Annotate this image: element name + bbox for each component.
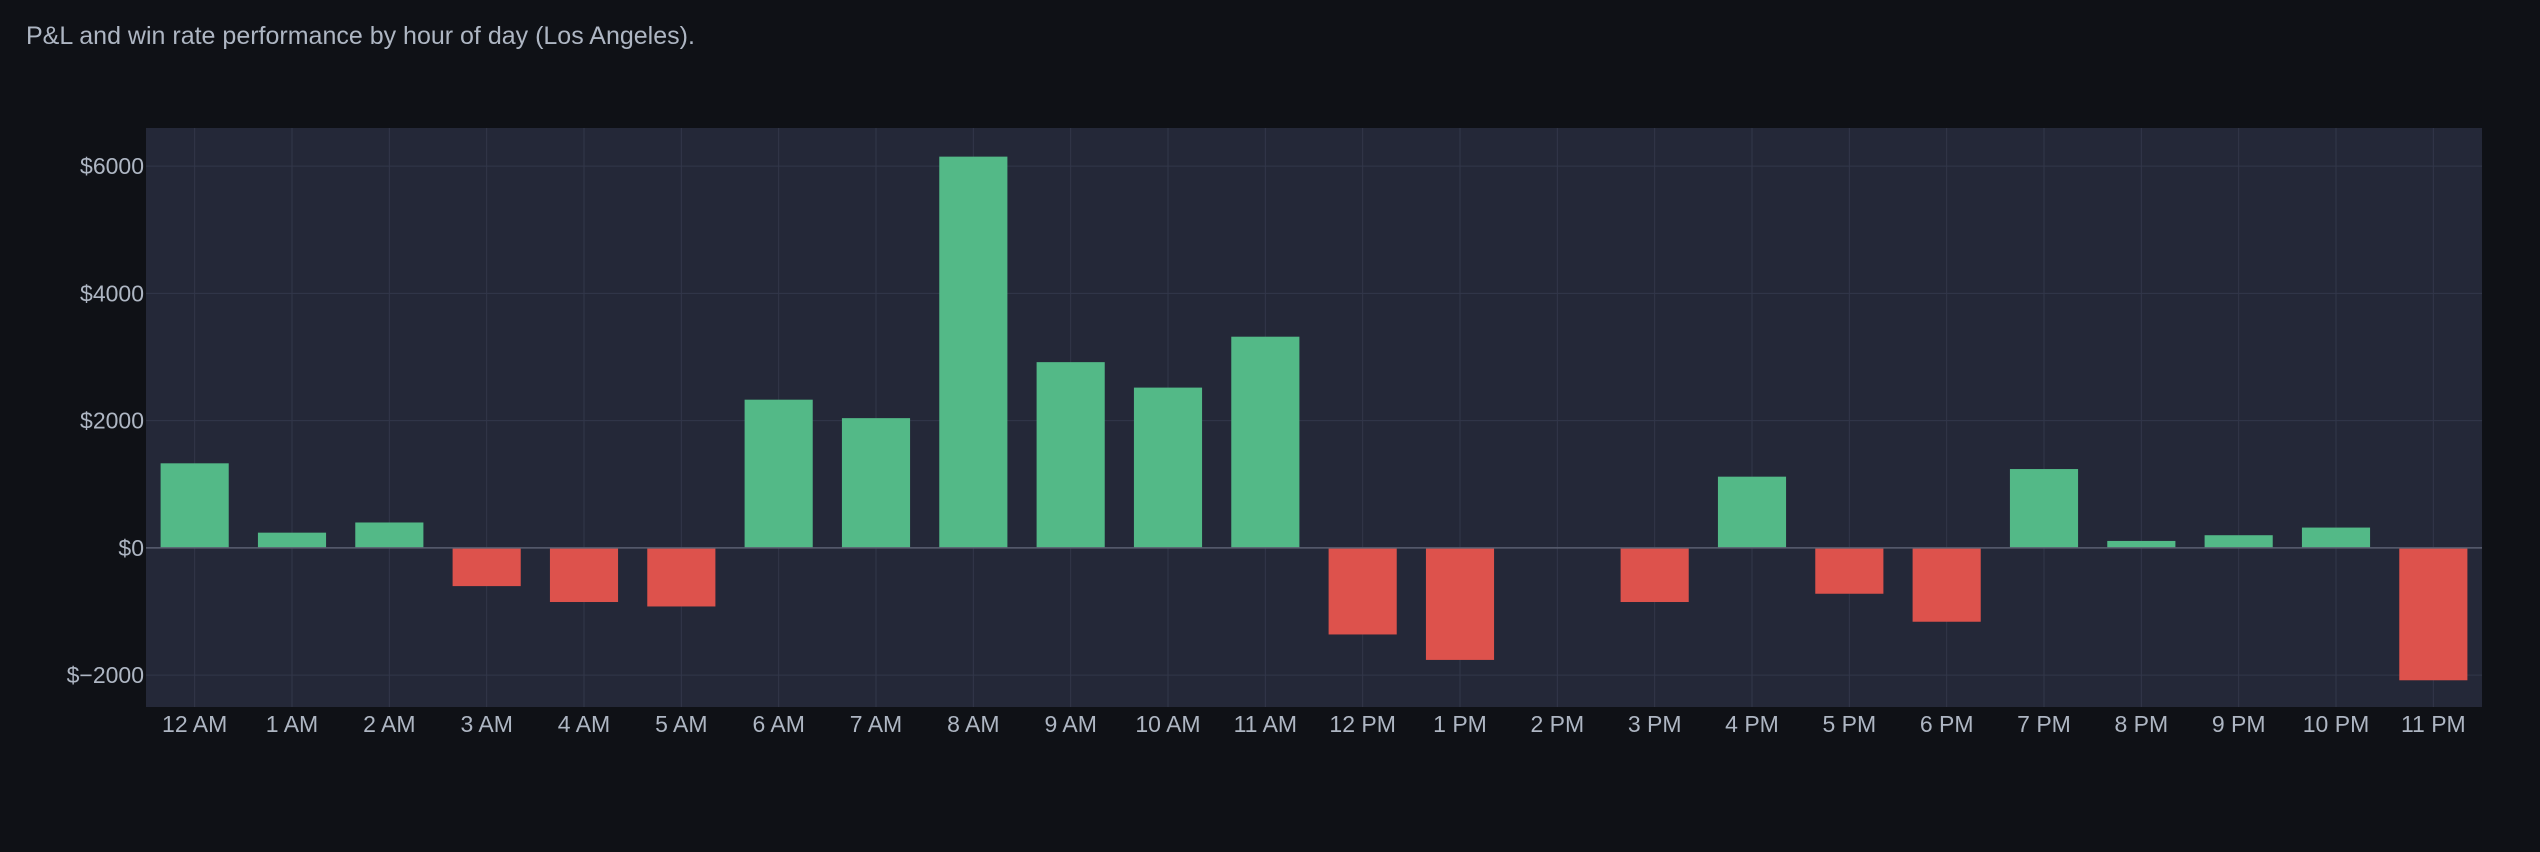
x-tick-label: 1 AM — [266, 711, 318, 737]
bar-11-pm[interactable] — [2399, 547, 2468, 681]
x-tick-label: 11 AM — [1234, 711, 1298, 737]
bar-4-am[interactable] — [549, 547, 619, 603]
bar-9-pm[interactable] — [2204, 535, 2273, 548]
x-tick-label: 10 PM — [2303, 711, 2369, 737]
x-tick-label: 5 PM — [1822, 711, 1876, 737]
bar-5-pm[interactable] — [1815, 547, 1884, 594]
plot-area — [146, 128, 2482, 707]
x-tick-label: 2 PM — [1530, 711, 1584, 737]
x-tick-label: 8 PM — [2114, 711, 2168, 737]
bar-8-am[interactable] — [939, 156, 1008, 548]
x-tick-label: 11 PM — [2401, 711, 2466, 737]
x-tick-label: 9 PM — [2212, 711, 2266, 737]
bar-10-pm[interactable] — [2301, 527, 2371, 548]
y-tick-label: $2000 — [80, 408, 144, 434]
bar-12-am[interactable] — [160, 463, 229, 548]
x-tick-label: 3 AM — [460, 711, 512, 737]
x-tick-label: 2 AM — [363, 711, 415, 737]
x-tick-label: 8 AM — [947, 711, 999, 737]
bar-11-am[interactable] — [1231, 336, 1300, 548]
y-tick-label: $4000 — [80, 280, 144, 306]
x-tick-label: 1 PM — [1433, 711, 1487, 737]
x-tick-label: 9 AM — [1044, 711, 1096, 737]
bar-7-pm[interactable] — [2009, 469, 2079, 548]
bar-6-am[interactable] — [744, 399, 813, 548]
bar-2-am[interactable] — [355, 522, 424, 548]
bar-1-am[interactable] — [257, 532, 327, 548]
bar-8-pm[interactable] — [2107, 540, 2176, 548]
grid-lines — [146, 128, 2482, 707]
x-axis-ticks: 12 AM 1 AM 2 AM 3 AM 4 AM 5 AM 6 AM 7 AM 8 AM 9 A… — [162, 711, 2466, 737]
bar-4-pm[interactable] — [1717, 476, 1787, 548]
bar-6-pm[interactable] — [1912, 547, 1981, 622]
bar-3-am[interactable] — [452, 547, 521, 587]
bar-10-am[interactable] — [1133, 387, 1203, 548]
bar-5-am[interactable] — [647, 547, 716, 607]
x-tick-label: 12 AM — [162, 711, 227, 737]
x-tick-label: 10 AM — [1135, 711, 1200, 737]
x-tick-label: 5 AM — [655, 711, 707, 737]
y-tick-label: $0 — [118, 535, 144, 561]
x-tick-label: 4 AM — [558, 711, 610, 737]
bars — [160, 156, 2468, 681]
x-tick-label: 7 AM — [850, 711, 902, 737]
bar-7-am[interactable] — [841, 418, 911, 548]
bar-9-am[interactable] — [1036, 362, 1105, 548]
bar-12-pm[interactable] — [1328, 547, 1397, 635]
y-axis-ticks: $6000 $4000 $2000 $0 $−2000 — [67, 153, 144, 688]
x-tick-label: 6 PM — [1920, 711, 1974, 737]
x-tick-label: 3 PM — [1628, 711, 1682, 737]
bar-3-pm[interactable] — [1620, 547, 1689, 603]
y-tick-label: $−2000 — [67, 662, 144, 688]
x-tick-label: 6 AM — [752, 711, 804, 737]
y-tick-label: $6000 — [80, 153, 144, 179]
bar-1-pm[interactable] — [1425, 547, 1495, 660]
chart-caption: P&L and win rate performance by hour of … — [26, 22, 695, 50]
x-tick-label: 7 PM — [2017, 711, 2071, 737]
x-tick-label: 12 PM — [1329, 711, 1395, 737]
x-tick-label: 4 PM — [1725, 711, 1779, 737]
